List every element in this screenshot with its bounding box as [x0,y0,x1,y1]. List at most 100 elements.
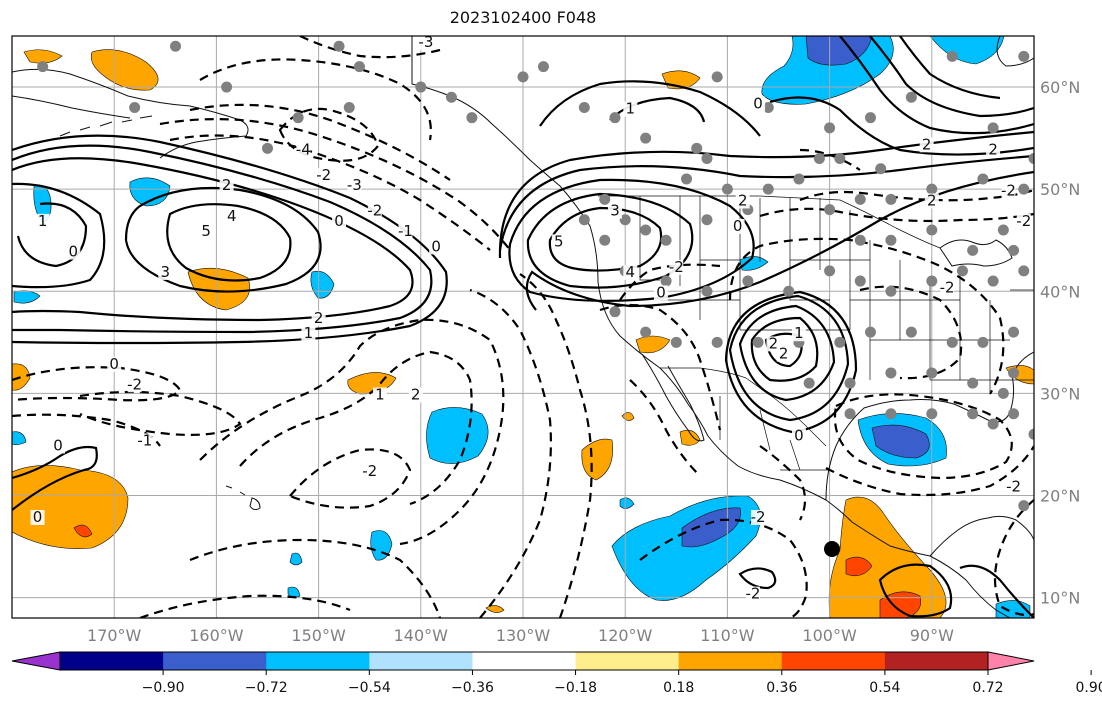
station-marker [844,377,856,389]
positive-contour [769,96,1034,156]
contour-label-background [296,142,311,158]
station-marker [926,183,938,195]
positive-anomaly-area [828,496,947,618]
observation-stations [37,40,1034,512]
contour-label: 0 [656,283,666,301]
negative-contour [833,393,1013,480]
colorbar-tick-label: −0.72 [245,680,288,696]
negative-contour [288,448,412,509]
positive-contour [166,203,292,282]
positive-contour [548,206,663,272]
contour-label-background [30,510,45,525]
contour-label: -2 [1006,477,1021,495]
contour-label: -2 [751,508,766,526]
station-marker [926,224,938,236]
station-marker [997,224,1009,236]
station-marker [292,112,304,124]
contour-label: 2 [769,334,779,352]
station-marker [824,265,836,277]
station-marker [885,234,897,246]
station-marker [987,418,999,430]
contour-label: 2 [222,176,232,194]
longitude-tick-label: 150°W [291,626,346,645]
station-marker [885,285,897,297]
contour-label: -3 [418,33,433,51]
station-marker [854,234,866,246]
negative-contour [79,390,242,436]
contour-label-background [669,259,684,275]
contour-label: 1 [626,100,636,118]
station-marker [762,183,774,195]
contour-label: 0 [733,217,743,235]
colorbar-segment [472,652,577,670]
station-marker [834,153,846,165]
colorbar-tick-label: −0.54 [348,680,391,696]
contour-label: -2 [745,585,760,603]
strong-negative-anomaly-area [681,507,741,548]
contour-label-background [791,326,806,342]
station-marker [987,122,999,134]
contour-label-background [940,280,955,296]
station-marker [445,91,457,103]
positive-contour [738,304,836,402]
station-marker [333,40,345,52]
mexico-states [719,396,830,471]
colorbar-segment [678,652,783,670]
positive-contour [12,182,106,289]
contour-label: 2 [988,140,998,158]
contour-label-background [751,96,766,112]
negative-anomaly-area [13,290,41,304]
longitude-tick-label: 100°W [802,626,857,645]
contour-label: -2 [669,258,684,276]
latitude-axis: 60°N 50°N 40°N 30°N 20°N 10°N [1040,78,1080,608]
station-marker [864,112,876,124]
contour-label-background [653,285,668,301]
negative-anomaly-area [12,431,27,445]
positive-contour [738,567,777,590]
contour-label-background [1016,213,1031,229]
negative-anomaly-area [289,552,303,566]
station-marker [1008,244,1020,256]
colorbar-segment [575,652,680,670]
contour-label: -1 [398,222,413,240]
negative-anomaly-area [929,36,1005,65]
contour-label-background [332,213,347,229]
positive-contour [764,332,803,368]
negative-contour [799,148,861,171]
colorbar-tick-label: 0.18 [663,680,694,696]
station-marker [803,377,815,389]
station-marker [967,408,979,420]
contour-label-background [316,167,331,183]
positive-contour [124,186,322,293]
positive-contour [12,144,433,334]
contour-label: -2 [940,278,955,296]
positive-contour [899,36,1001,100]
strong-negative-anomaly-area [805,36,873,66]
station-marker [701,214,713,226]
negative-contour [469,288,552,618]
negative-anomaly-area [426,407,489,464]
negative-contour [825,445,1034,497]
station-marker [681,173,693,185]
contour-label-background [50,438,65,454]
contour-label: 4 [626,263,636,281]
station-marker [1018,183,1030,195]
station-marker [885,408,897,420]
station-marker [885,193,897,205]
colorbar-tick-label: −0.18 [554,680,597,696]
station-marker [221,81,233,93]
station-marker [1018,50,1030,62]
station-marker [926,367,938,379]
positive-anomaly-area [90,49,159,91]
colorbar-segment [884,652,989,670]
station-marker [967,244,979,256]
contour-label-background [372,387,387,403]
negative-contour [189,538,442,618]
station-marker [619,214,631,226]
station-marker [987,275,999,287]
negative-contour [189,103,451,181]
station-marker [640,132,652,144]
station-marker [977,336,989,348]
latitude-tick-label: 20°N [1040,486,1080,505]
positive-contour [728,294,850,422]
